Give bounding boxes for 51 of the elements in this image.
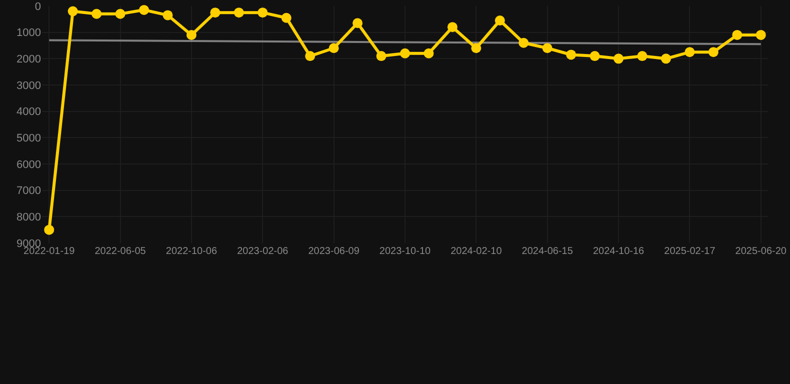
- point: [660, 54, 671, 64]
- point: [210, 8, 220, 18]
- point: [637, 51, 648, 62]
- point: [494, 15, 505, 26]
- y-tick-label: 4000: [16, 106, 41, 118]
- point: [281, 12, 292, 23]
- x-tick-label: 2025-02-17: [664, 246, 716, 257]
- point: [542, 43, 552, 54]
- x-tick-label: 2022-10-06: [166, 246, 218, 257]
- point: [684, 47, 695, 58]
- y-tick-label: 1000: [16, 27, 41, 40]
- y-tick-label: 2000: [16, 54, 41, 66]
- x-tick-label: 2024-02-10: [450, 246, 502, 257]
- y-tick-label: 7000: [16, 185, 41, 198]
- y-tick-label: 6000: [16, 158, 41, 171]
- point: [756, 30, 766, 40]
- point: [234, 8, 244, 18]
- point: [447, 22, 458, 32]
- x-tick-label: 2025-06-20: [735, 246, 787, 257]
- x-tick-label: 2023-10-10: [379, 246, 432, 257]
- point: [68, 6, 78, 16]
- point: [258, 8, 268, 18]
- x-tick-label: 2024-06-15: [522, 246, 574, 257]
- point: [400, 48, 410, 58]
- point: [614, 54, 624, 64]
- point: [471, 43, 482, 54]
- y-tick-label: 8000: [16, 212, 41, 224]
- point: [115, 8, 126, 19]
- y-tick-label: 0: [34, 0, 41, 13]
- point: [424, 48, 434, 58]
- point: [92, 8, 102, 19]
- x-tick-label: 2023-06-09: [308, 246, 360, 257]
- point: [186, 30, 196, 40]
- x-tick-label: 2023-02-06: [237, 246, 289, 257]
- point: [708, 47, 718, 58]
- point: [590, 51, 600, 62]
- y-tick-label: 3000: [16, 80, 41, 92]
- point: [352, 18, 363, 28]
- point: [305, 51, 316, 62]
- point: [566, 50, 576, 60]
- y-tick-label: 5000: [16, 132, 41, 145]
- point: [162, 10, 173, 20]
- x-tick-label: 2024-10-16: [592, 246, 645, 257]
- x-tick-label: 2022-06-05: [94, 246, 146, 257]
- point: [518, 38, 529, 48]
- point: [44, 224, 54, 235]
- x-tick-label: 2022-01-19: [24, 246, 76, 257]
- point: [732, 30, 742, 40]
- point: [139, 4, 150, 15]
- point: [376, 51, 386, 62]
- point: [328, 43, 339, 54]
